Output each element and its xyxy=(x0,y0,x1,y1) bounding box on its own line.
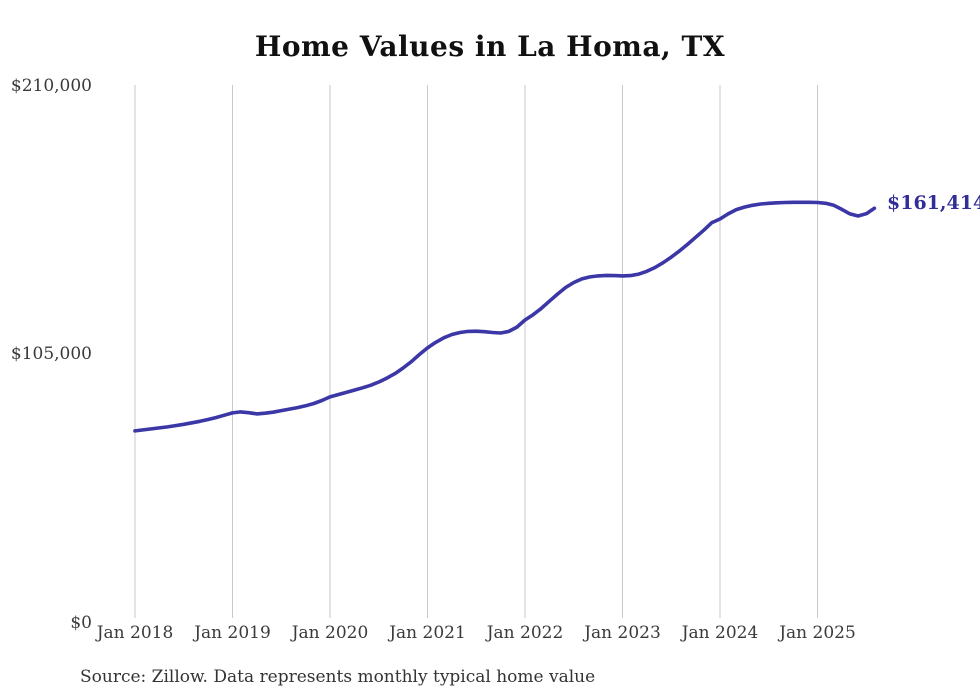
x-axis-label-jan-2025: Jan 2025 xyxy=(779,623,856,643)
x-axis-label-jan-2019: Jan 2019 xyxy=(194,623,271,643)
y-axis-label-105000: $105,000 xyxy=(10,344,92,364)
x-axis-label-jan-2024: Jan 2024 xyxy=(681,623,759,643)
x-axis-label-jan-2021: Jan 2021 xyxy=(389,623,466,643)
source-note: Source: Zillow. Data represents monthly … xyxy=(80,667,596,687)
y-axis-label-210000: $210,000 xyxy=(10,76,92,96)
home-value-line xyxy=(133,200,877,433)
x-axis-label-jan-2018: Jan 2018 xyxy=(96,623,174,643)
x-axis-label-jan-2020: Jan 2020 xyxy=(291,623,369,643)
chart-title: Home Values in La Homa, TX xyxy=(254,30,726,63)
x-axis-label-jan-2022: Jan 2022 xyxy=(486,623,564,643)
x-axis-label-jan-2023: Jan 2023 xyxy=(584,623,661,643)
vertical-gridlines xyxy=(134,85,818,618)
y-axis-label-0: $0 xyxy=(70,613,92,633)
current-value-label: $161,414 xyxy=(887,192,980,214)
